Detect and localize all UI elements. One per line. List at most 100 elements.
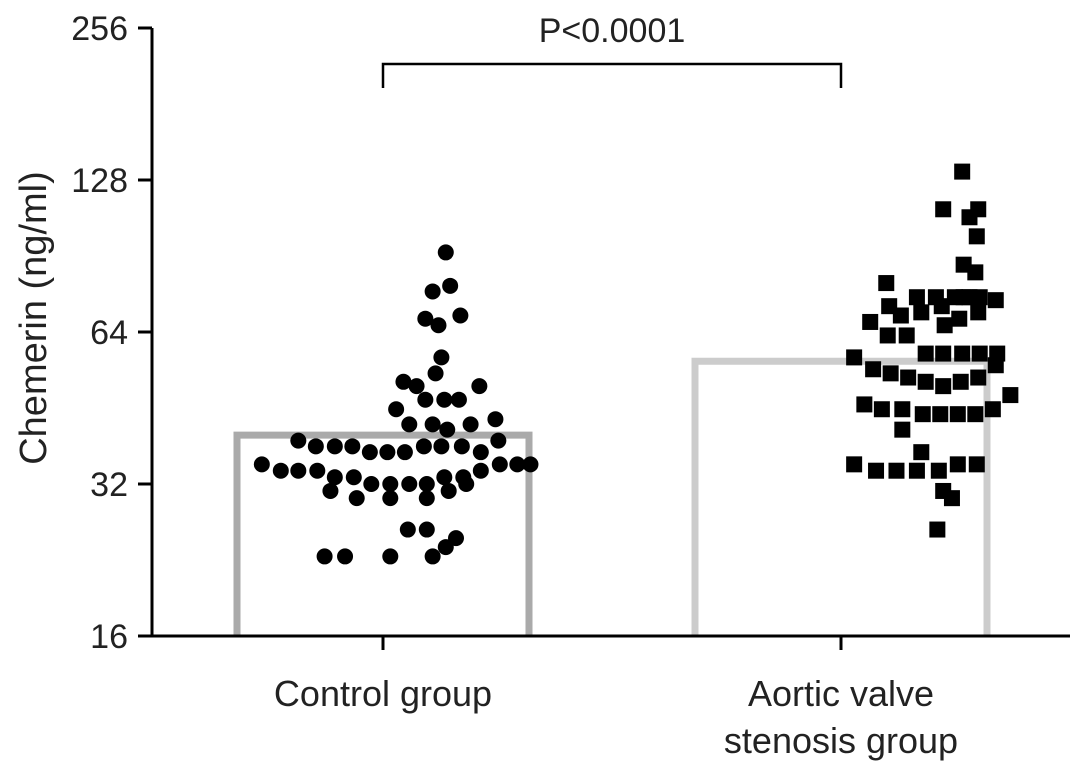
point-stenosis-19 (951, 310, 968, 327)
y-tick-label-1: 32 (90, 466, 128, 504)
point-stenosis-18 (936, 317, 953, 334)
y-tick-label-0: 16 (90, 618, 128, 656)
point-stenosis-3 (970, 201, 987, 218)
point-stenosis-52 (930, 462, 947, 479)
point-stenosis-20 (970, 304, 987, 321)
point-stenosis-24 (898, 327, 915, 344)
point-stenosis-58 (943, 490, 960, 507)
point-control-41 (418, 476, 435, 492)
point-control-21 (307, 438, 324, 455)
point-control-29 (453, 438, 470, 455)
point-control-39 (382, 476, 399, 492)
x-category-label-1-1: stenosis group (724, 720, 958, 761)
bar-0 (233, 431, 533, 636)
significance-bracket: P<0.0001 (381, 12, 843, 88)
point-control-7 (395, 373, 412, 390)
point-control-17 (439, 421, 456, 438)
point-control-32 (253, 456, 270, 473)
point-control-2 (442, 277, 459, 294)
point-control-38 (363, 476, 380, 492)
point-control-26 (396, 444, 413, 461)
point-control-35 (309, 462, 326, 479)
axes: 16 32 64 128 256 Control group Aortic valve st… (71, 10, 1070, 761)
point-stenosis-38 (987, 357, 1004, 374)
point-stenosis-26 (935, 345, 952, 362)
point-stenosis-1 (935, 201, 952, 218)
point-control-58 (437, 539, 454, 556)
point-stenosis-41 (894, 401, 911, 418)
point-stenosis-7 (878, 275, 895, 292)
point-control-53 (458, 476, 475, 492)
x-category-label-0-0: Control group (274, 673, 492, 714)
point-stenosis-9 (908, 289, 925, 306)
point-stenosis-13 (971, 289, 988, 306)
point-stenosis-11 (946, 289, 963, 306)
point-stenosis-42 (914, 406, 931, 423)
point-control-8 (408, 378, 425, 395)
point-control-10 (471, 378, 488, 395)
point-control-47 (522, 456, 539, 473)
point-stenosis-15 (892, 307, 909, 324)
point-stenosis-44 (949, 406, 966, 423)
point-control-45 (491, 456, 508, 473)
point-control-49 (348, 490, 365, 507)
point-control-19 (487, 411, 504, 428)
point-control-25 (379, 444, 396, 461)
point-stenosis-31 (865, 361, 882, 378)
point-stenosis-39 (856, 396, 873, 413)
point-control-57 (424, 548, 441, 565)
point-control-4 (430, 317, 447, 334)
point-stenosis-56 (913, 444, 930, 461)
point-stenosis-50 (888, 462, 905, 479)
point-control-33 (272, 462, 289, 479)
point-control-50 (382, 490, 399, 507)
x-category-label-1-0: Aortic valve (748, 673, 934, 714)
point-stenosis-51 (908, 462, 925, 479)
point-stenosis-48 (846, 456, 863, 473)
point-stenosis-36 (952, 373, 969, 390)
point-control-3 (417, 310, 434, 327)
p-value-label: P<0.0001 (539, 12, 686, 50)
point-stenosis-49 (868, 462, 885, 479)
point-stenosis-25 (917, 345, 934, 362)
point-control-23 (344, 438, 361, 455)
point-stenosis-27 (954, 345, 971, 362)
point-control-40 (401, 476, 418, 492)
point-control-31 (490, 432, 507, 449)
y-tick-label-3: 128 (71, 162, 128, 200)
point-control-36 (326, 469, 343, 486)
point-control-30 (472, 444, 489, 461)
point-control-28 (433, 438, 450, 455)
point-stenosis-53 (949, 456, 966, 473)
point-stenosis-55 (894, 421, 911, 438)
bracket-line (381, 62, 843, 88)
point-control-11 (388, 401, 405, 418)
point-control-15 (401, 416, 418, 433)
point-stenosis-21 (987, 292, 1004, 309)
point-control-34 (290, 462, 307, 479)
point-stenosis-40 (873, 401, 890, 418)
point-stenosis-35 (935, 378, 952, 395)
point-stenosis-28 (971, 345, 988, 362)
point-control-22 (326, 438, 343, 455)
data-points (253, 163, 1019, 565)
y-ticks: 16 32 64 128 256 (71, 10, 152, 656)
point-stenosis-17 (933, 298, 950, 315)
point-stenosis-32 (882, 365, 899, 382)
point-stenosis-22 (862, 313, 879, 330)
group-bars (233, 357, 991, 636)
point-stenosis-46 (984, 401, 1001, 418)
x-ticks: Control group Aortic valve stenosis group (274, 636, 958, 761)
point-control-37 (345, 469, 362, 486)
point-control-5 (452, 307, 469, 324)
point-stenosis-23 (879, 327, 896, 344)
point-control-9 (427, 365, 444, 382)
point-stenosis-0 (954, 163, 971, 180)
y-axis-label: Chemerin (ng/ml) (13, 171, 55, 465)
point-control-1 (424, 283, 441, 300)
point-control-44 (472, 462, 489, 479)
point-control-52 (440, 482, 457, 499)
point-stenosis-45 (967, 406, 984, 423)
point-control-59 (382, 548, 399, 565)
point-control-24 (361, 444, 378, 461)
